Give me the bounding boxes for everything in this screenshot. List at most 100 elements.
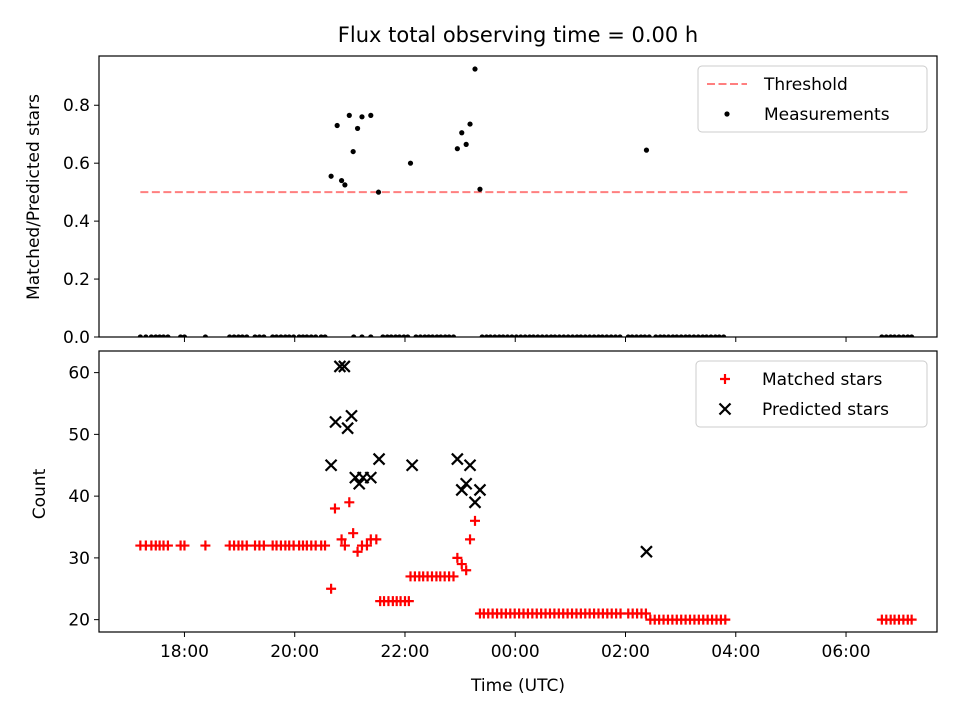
- data-point: [361, 540, 372, 551]
- data-point: [461, 565, 472, 576]
- y-tick-label: 0.2: [63, 270, 90, 290]
- data-point: [721, 334, 727, 337]
- data-point: [691, 334, 697, 337]
- data-point: [473, 483, 487, 497]
- data-point: [638, 334, 644, 337]
- data-point: [270, 334, 276, 337]
- data-point: [405, 458, 419, 472]
- data-point: [455, 483, 469, 497]
- data-point: [407, 160, 414, 166]
- data-point: [465, 534, 476, 545]
- legend-label: Measurements: [764, 105, 890, 125]
- data-point: [244, 334, 250, 337]
- data-point: [393, 334, 399, 337]
- data-point: [165, 334, 171, 337]
- data-point: [181, 334, 188, 337]
- count-plot: 20 30 40 50 60 18:00 20:00 22:00 00:00 02:00 04:00…: [68, 350, 938, 662]
- data-point: [879, 334, 885, 337]
- data-point: [617, 334, 623, 337]
- y-tick-label: 50: [68, 425, 90, 445]
- data-point: [459, 477, 473, 491]
- data-point: [261, 334, 267, 337]
- data-point: [646, 334, 652, 337]
- data-point: [896, 334, 902, 337]
- data-point: [256, 334, 263, 337]
- data-point: [496, 334, 502, 337]
- data-point: [661, 334, 667, 337]
- plot-frame: [98, 55, 938, 338]
- data-point: [380, 334, 386, 337]
- legend-label: Predicted stars: [762, 400, 889, 420]
- chart-title: Flux total observing time = 0.00 h: [338, 23, 698, 47]
- data-point: [324, 458, 338, 472]
- data-point: [350, 148, 356, 155]
- data-point: [258, 540, 269, 551]
- data-point: [909, 334, 915, 337]
- data-area: [135, 360, 917, 625]
- data-point: [712, 334, 718, 337]
- data-point: [318, 334, 324, 337]
- data-point: [426, 334, 432, 337]
- data-point: [375, 189, 382, 195]
- data-point: [608, 334, 614, 337]
- data-point: [322, 334, 328, 337]
- data-point: [561, 334, 567, 337]
- data-point: [371, 534, 382, 545]
- ratio-plot: 0.0 0.2 0.4 0.6 0.8 Threshold Measurements: [63, 55, 938, 348]
- data-point: [429, 334, 436, 337]
- data-point: [329, 503, 340, 514]
- data-point: [446, 334, 452, 337]
- bottom-y-axis-label: Count: [30, 468, 50, 519]
- data-point: [708, 334, 714, 337]
- data-point: [452, 552, 463, 563]
- y-tick-label: 30: [68, 549, 90, 569]
- data-point: [612, 334, 619, 337]
- data-point: [143, 334, 149, 337]
- y-tick-label: 0.0: [63, 328, 90, 348]
- data-point: [670, 334, 676, 337]
- y-tick-label: 0.4: [63, 212, 90, 232]
- data-point: [454, 146, 460, 152]
- data-point: [338, 177, 345, 184]
- data-point: [700, 334, 706, 337]
- data-point: [578, 334, 584, 337]
- data-point: [683, 334, 689, 337]
- data-point: [640, 608, 651, 619]
- data-point: [354, 125, 361, 132]
- data-point: [678, 334, 684, 337]
- data-point: [686, 334, 693, 337]
- data-point: [591, 334, 597, 337]
- legend-marker: [724, 111, 730, 117]
- data-point: [364, 471, 378, 484]
- data-point: [359, 334, 365, 337]
- data-point: [539, 334, 545, 337]
- data-point: [344, 497, 355, 508]
- data-point: [642, 334, 648, 337]
- x-tick-label: 06:00: [822, 642, 871, 662]
- legend-marker: [720, 374, 730, 384]
- data-point: [456, 559, 467, 570]
- data-point: [333, 360, 347, 373]
- data-point: [522, 334, 528, 337]
- data-point: [450, 334, 457, 337]
- data-point: [674, 334, 680, 337]
- data-point: [413, 334, 419, 337]
- data-point: [252, 334, 258, 337]
- data-point: [633, 334, 640, 337]
- data-point: [372, 452, 386, 466]
- data-point: [326, 583, 337, 594]
- data-point: [177, 334, 184, 337]
- data-point: [227, 334, 233, 337]
- data-point: [442, 334, 448, 337]
- data-point: [582, 334, 588, 337]
- data-point: [657, 334, 663, 337]
- data-point: [468, 496, 482, 509]
- data-point: [239, 334, 245, 337]
- x-tick-label: 20:00: [270, 642, 319, 662]
- data-point: [396, 334, 403, 337]
- data-point: [308, 334, 314, 337]
- data-point: [479, 334, 485, 337]
- y-tick-label: 0.8: [63, 96, 90, 116]
- data-point: [504, 334, 511, 337]
- data-point: [643, 147, 650, 153]
